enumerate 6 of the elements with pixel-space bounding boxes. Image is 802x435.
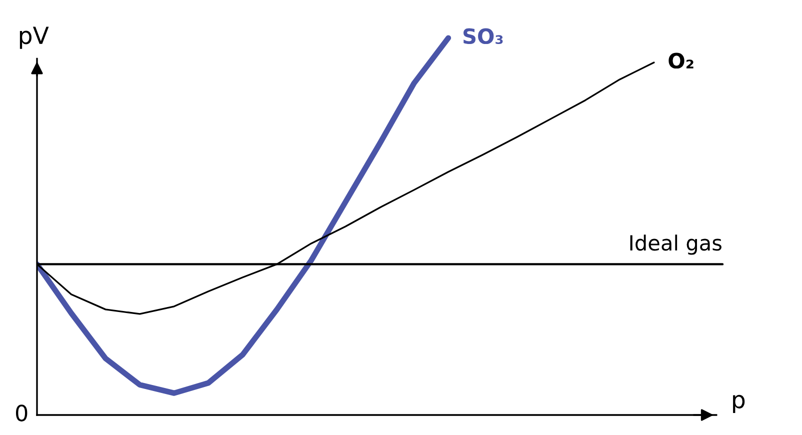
- y-axis-title: pV: [20, 26, 49, 49]
- series-label: O₂: [668, 52, 694, 69]
- x-axis-title: p: [733, 394, 745, 414]
- text: 0: [16, 404, 28, 422]
- series-label: Ideal gas: [630, 234, 722, 255]
- series-label: SO₃: [463, 28, 503, 44]
